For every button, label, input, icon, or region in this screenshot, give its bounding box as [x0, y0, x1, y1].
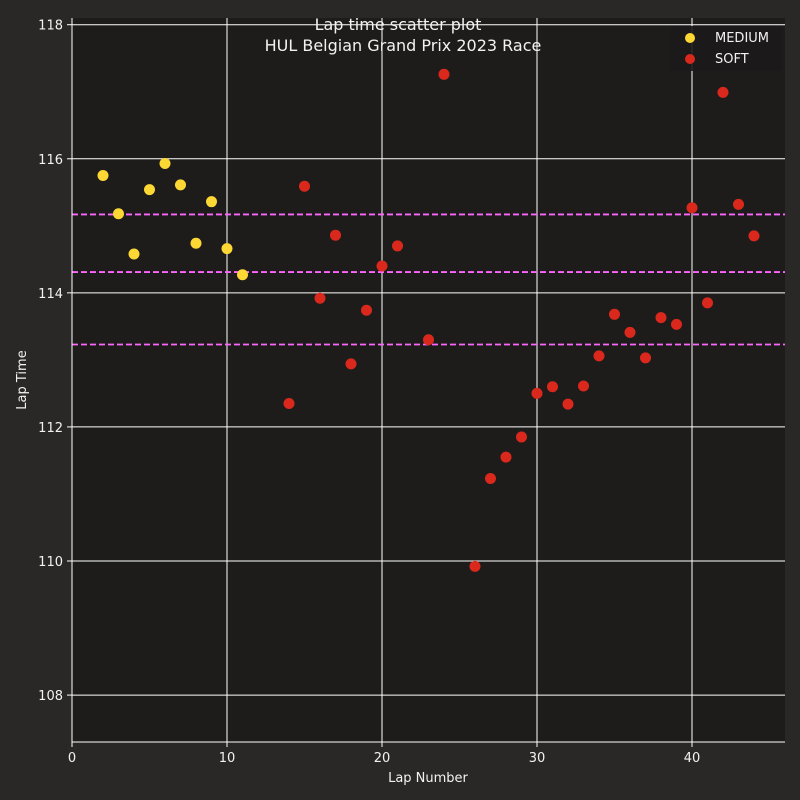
x-tick-label: 10 [219, 751, 236, 766]
point-medium [144, 184, 155, 196]
point-soft [609, 308, 620, 320]
y-tick-label: 114 [38, 287, 63, 302]
y-axis-label: Lap Time [15, 350, 30, 409]
x-tick-label: 0 [68, 751, 76, 766]
point-soft [361, 304, 372, 316]
x-tick-label: 30 [529, 751, 546, 766]
x-tick-label: 20 [374, 751, 391, 766]
point-soft [671, 318, 682, 330]
point-soft [516, 431, 527, 443]
point-soft [547, 381, 558, 393]
point-medium [206, 196, 217, 208]
point-soft [299, 180, 310, 192]
point-soft [593, 350, 605, 362]
point-medium [190, 237, 202, 249]
y-tick-label: 112 [38, 421, 63, 436]
point-medium [113, 208, 124, 220]
point-soft [438, 68, 450, 80]
point-medium [175, 179, 186, 191]
x-axis-label: Lap Number [388, 771, 468, 786]
point-soft [578, 380, 589, 392]
point-soft [314, 292, 326, 304]
point-soft [717, 86, 729, 98]
point-soft [531, 387, 543, 399]
legend-marker-medium [685, 33, 695, 43]
point-soft [500, 451, 512, 463]
y-tick-label: 116 [38, 153, 63, 168]
point-soft [423, 334, 434, 346]
point-soft [330, 229, 341, 241]
point-soft [640, 352, 651, 364]
x-tick-label: 40 [684, 751, 701, 766]
point-soft [733, 198, 744, 210]
point-soft [562, 398, 574, 410]
point-medium [221, 243, 233, 255]
chart-subtitle: HUL Belgian Grand Prix 2023 Race [265, 36, 542, 55]
point-soft [283, 397, 295, 409]
y-tick-label: 110 [38, 555, 63, 570]
point-soft [345, 358, 357, 370]
legend-label-soft: SOFT [715, 52, 749, 67]
point-soft [702, 297, 713, 309]
point-soft [485, 473, 496, 485]
point-medium [237, 269, 248, 281]
point-medium [159, 157, 171, 169]
plot-area [72, 18, 785, 742]
grid [71, 18, 785, 742]
point-soft [624, 326, 636, 338]
axes: 0 10 20 30 40 108 110 112 114 116 118 [38, 18, 785, 766]
y-tick-label: 118 [38, 19, 63, 34]
point-soft [655, 312, 667, 324]
point-soft [392, 240, 403, 252]
legend-label-medium: MEDIUM [715, 31, 769, 46]
data-points [97, 68, 760, 572]
chart-title: Lap time scatter plot [315, 15, 482, 34]
legend: MEDIUM SOFT [670, 26, 782, 71]
point-soft [469, 560, 481, 572]
point-medium [128, 248, 140, 260]
point-soft [748, 230, 760, 242]
legend-marker-soft [685, 54, 695, 64]
point-medium [97, 170, 109, 182]
point-soft [686, 202, 698, 214]
point-soft [376, 260, 388, 272]
y-tick-label: 108 [38, 689, 63, 704]
